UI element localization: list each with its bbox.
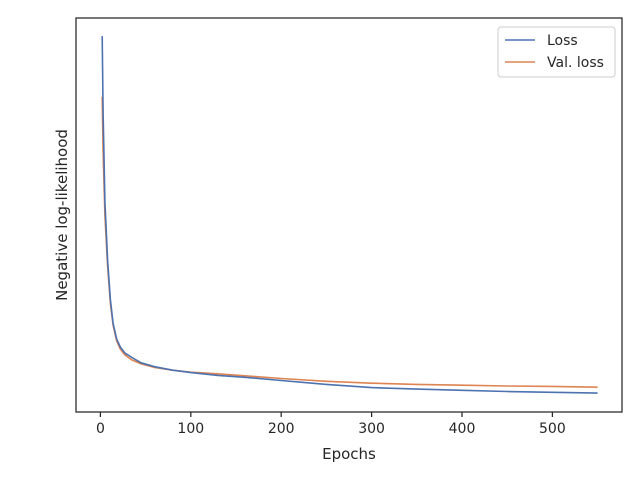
x-axis-ticks: 0 100 200 300 400 500 — [96, 412, 566, 437]
series-layer — [101, 36, 598, 394]
x-tick-label: 200 — [268, 421, 295, 437]
legend-label: Loss — [547, 33, 578, 49]
x-tick-label: 400 — [449, 421, 476, 437]
y-axis-label: Negative log-likelihood — [53, 129, 71, 301]
x-tick-label: 0 — [96, 421, 105, 437]
series-line-loss — [101, 36, 598, 394]
x-tick-label: 300 — [358, 421, 385, 437]
legend: Loss Val. loss — [497, 26, 616, 78]
x-axis-label: Epochs — [322, 445, 376, 463]
axes-frame — [75, 17, 623, 413]
legend-label: Val. loss — [547, 55, 604, 71]
x-tick-label: 100 — [177, 421, 204, 437]
x-tick-label: 500 — [539, 421, 566, 437]
